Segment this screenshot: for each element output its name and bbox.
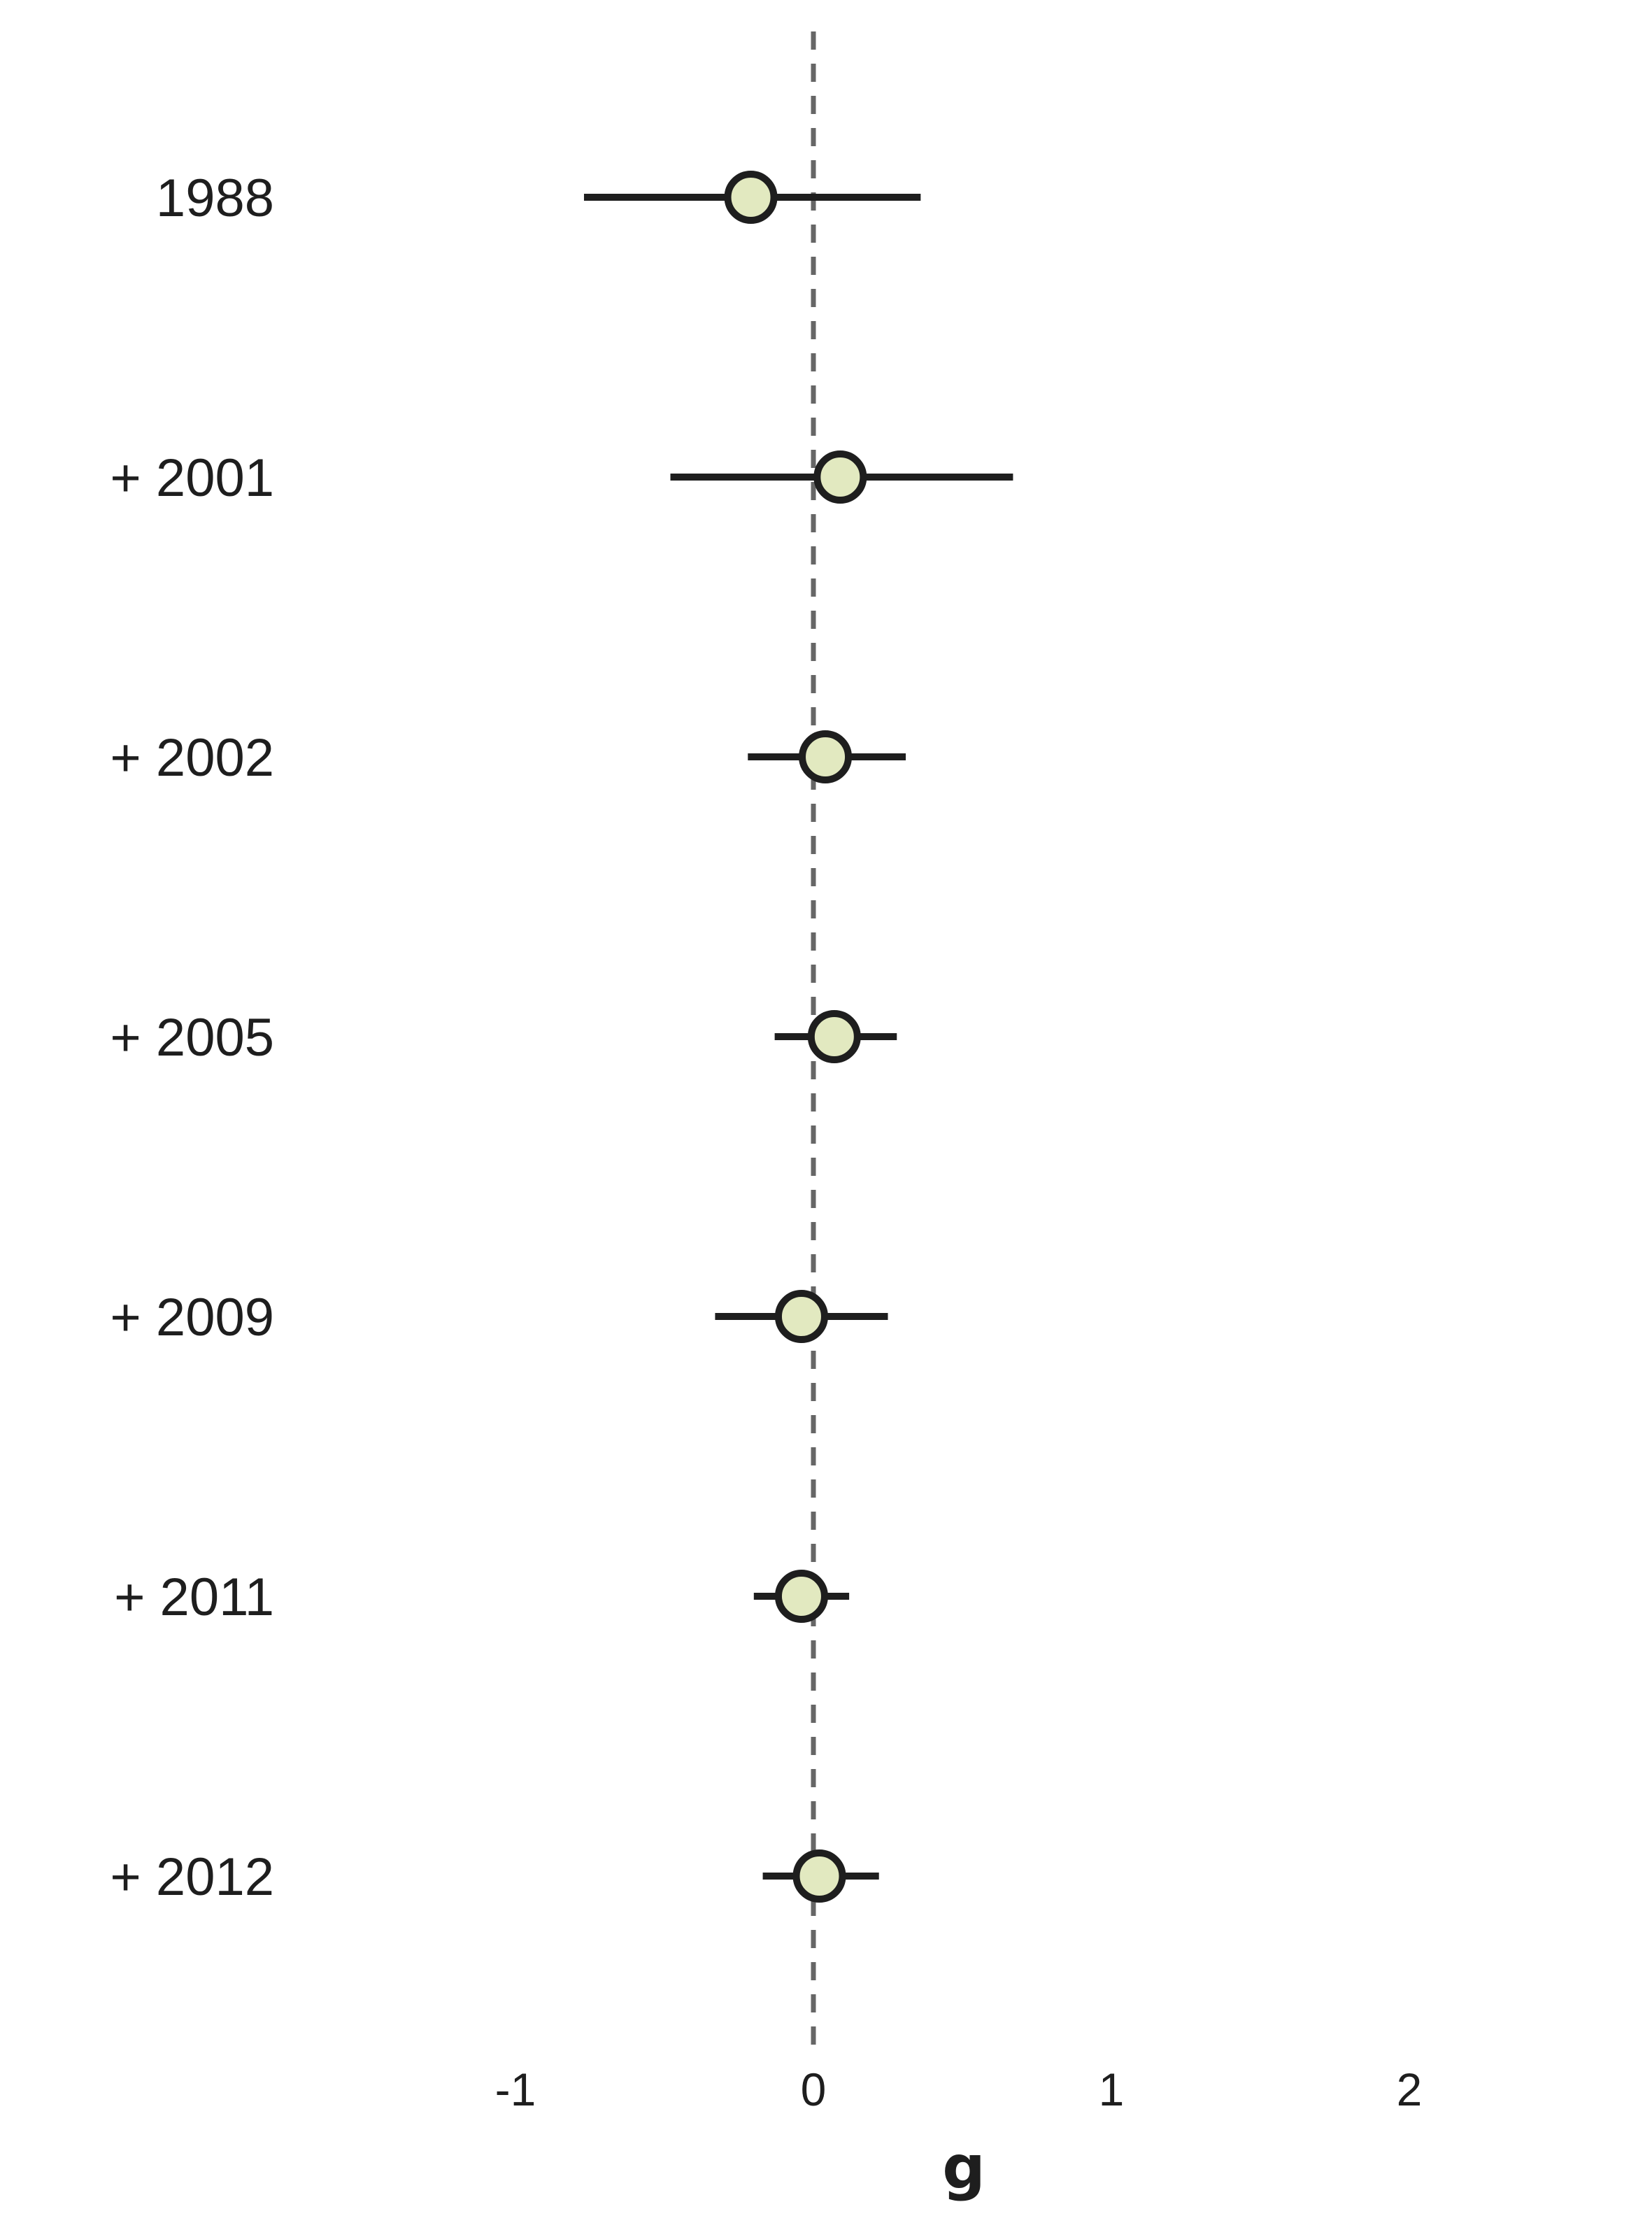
point-estimate	[774, 1290, 828, 1343]
row-label: + 2005	[110, 1008, 274, 1067]
row-label: + 2002	[110, 728, 274, 788]
row-label: + 2012	[110, 1847, 274, 1907]
x-tick-label: -1	[495, 2064, 536, 2115]
study-row: + 2011	[114, 1568, 850, 1627]
point-estimate	[799, 730, 853, 783]
x-axis-ticks: -1 0 1 2	[495, 2064, 1423, 2115]
x-axis-title: g	[942, 2133, 985, 2203]
point-estimate	[724, 171, 778, 224]
point-estimate	[813, 450, 867, 504]
study-row: + 2012	[110, 1847, 879, 1907]
study-row: 1988	[156, 169, 921, 228]
point-estimate	[792, 1849, 846, 1903]
row-label: + 2011	[114, 1568, 274, 1627]
x-tick-label: 0	[801, 2064, 827, 2115]
x-tick-label: 2	[1397, 2064, 1423, 2115]
point-estimate	[807, 1010, 861, 1063]
x-tick-label: 1	[1099, 2064, 1125, 2115]
row-label: + 2009	[110, 1288, 274, 1347]
study-row: + 2009	[110, 1288, 888, 1347]
study-row: + 2002	[110, 728, 906, 788]
row-label: + 2001	[110, 448, 274, 508]
study-row: + 2005	[110, 1008, 897, 1067]
point-estimate	[774, 1570, 828, 1623]
study-row: + 2001	[110, 448, 1013, 508]
rows-layer: 1988 + 2001 + 2002 + 2005 + 2009 + 2011 + 2012	[110, 169, 1013, 1907]
row-label: 1988	[156, 169, 274, 228]
